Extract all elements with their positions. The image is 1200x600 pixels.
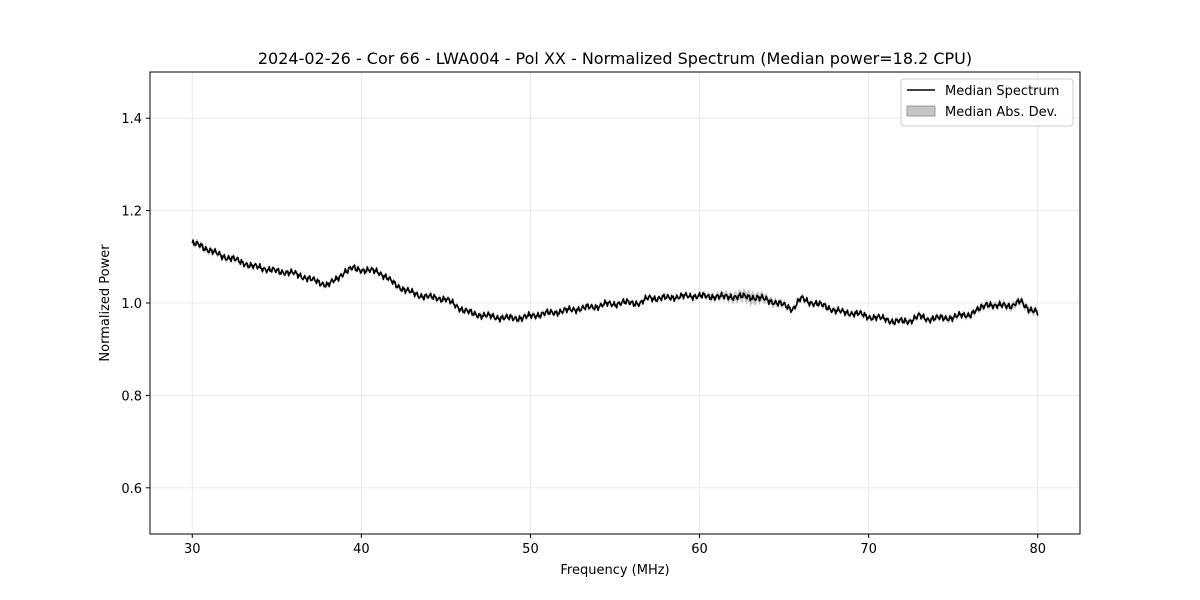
x-axis-ticks: 30 40 50 60 70 80 xyxy=(184,534,1046,557)
y-axis-ticks: 0.6 0.8 1.0 1.2 1.4 xyxy=(121,112,150,497)
y-tick-label: 1.4 xyxy=(121,112,142,127)
y-tick-label: 0.6 xyxy=(121,482,142,497)
x-tick-label: 80 xyxy=(1029,542,1046,557)
median-spectrum-line xyxy=(191,239,1039,326)
plot-frame xyxy=(149,71,1081,535)
y-axis-label: Normalized Power xyxy=(98,244,113,362)
legend-median-spectrum: Median Spectrum xyxy=(945,84,1059,99)
x-tick-label: 30 xyxy=(184,542,201,557)
x-tick-label: 70 xyxy=(860,542,877,557)
legend-median-abs-dev: Median Abs. Dev. xyxy=(945,105,1057,120)
chart-title: 2024-02-26 - Cor 66 - LWA004 - Pol XX - … xyxy=(258,49,972,68)
x-tick-label: 60 xyxy=(691,542,708,557)
y-tick-label: 1.2 xyxy=(121,205,142,220)
legend-mad-swatch xyxy=(906,105,936,117)
legend: Median Spectrum Median Abs. Dev. xyxy=(900,78,1074,127)
legend-frame xyxy=(900,78,1074,127)
x-tick-label: 50 xyxy=(522,542,539,557)
x-axis-label: Frequency (MHz) xyxy=(560,563,669,578)
x-tick-label: 40 xyxy=(353,542,370,557)
y-tick-label: 1.0 xyxy=(121,297,142,312)
y-tick-label: 0.8 xyxy=(121,389,142,404)
